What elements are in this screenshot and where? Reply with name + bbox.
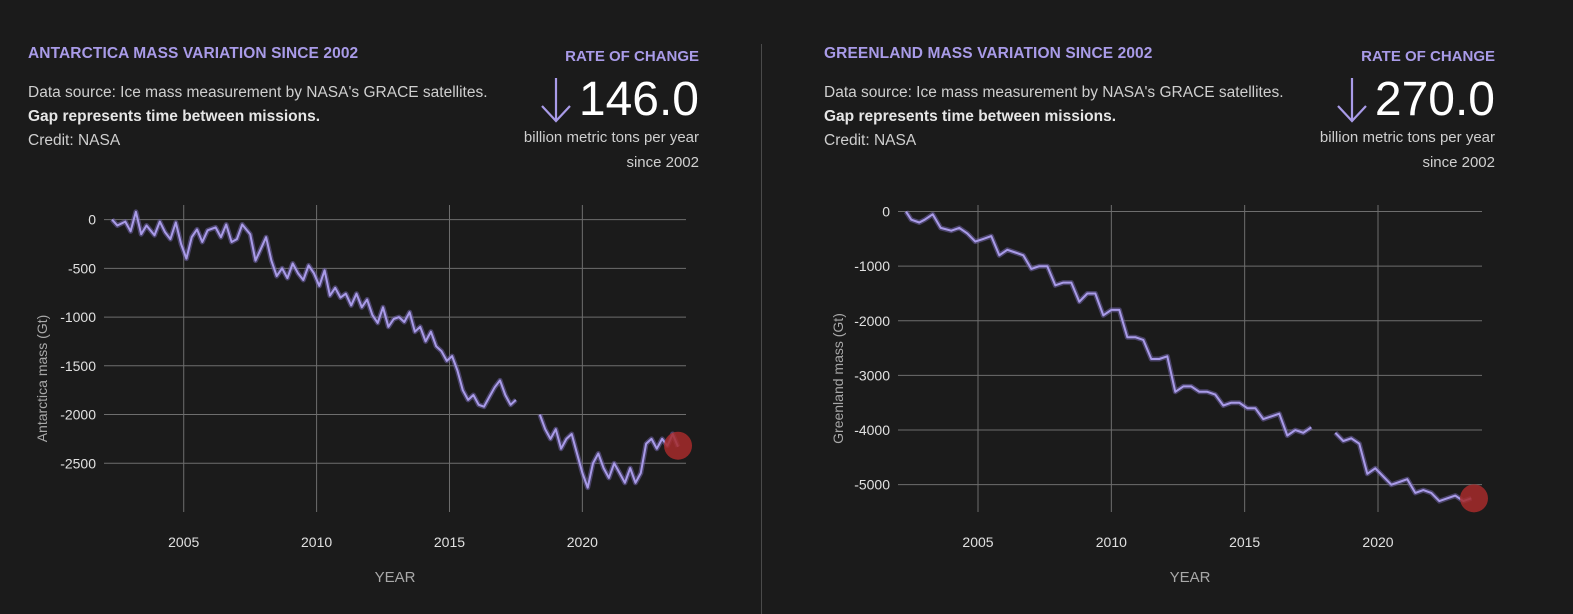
x-tick-label: 2020 xyxy=(567,534,598,550)
latest-value-marker[interactable] xyxy=(1460,484,1488,512)
greenland-panel: GREENLAND MASS VARIATION SINCE 2002 Data… xyxy=(796,0,1556,614)
uncertainty-band xyxy=(906,212,1311,436)
antarctica-panel: ANTARCTICA MASS VARIATION SINCE 2002 Dat… xyxy=(0,0,760,614)
y-tick-label: -3000 xyxy=(854,367,890,383)
x-tick-label: 2005 xyxy=(168,534,199,550)
panel-divider xyxy=(761,44,762,614)
antarctica-chart: 0 -500 -1000 -1500 -2000 -2500 2005 2010 2015 202… xyxy=(0,0,760,614)
y-axis-title: Antarctica mass (Gt) xyxy=(34,315,50,443)
y-tick-label: -2500 xyxy=(60,455,96,471)
uncertainty-band xyxy=(112,212,516,407)
y-axis-title: Greenland mass (Gt) xyxy=(830,313,846,444)
y-tick-label: -1500 xyxy=(60,358,96,374)
y-tick-label: -2000 xyxy=(854,313,890,329)
x-tick-label: 2015 xyxy=(434,534,465,550)
uncertainty-band xyxy=(1335,433,1471,501)
mass-series-line xyxy=(112,212,516,407)
y-tick-label: -1000 xyxy=(854,258,890,274)
x-tick-label: 2020 xyxy=(1362,534,1393,550)
mass-series-line xyxy=(906,212,1311,436)
latest-value-marker[interactable] xyxy=(664,432,692,460)
y-tick-label: -2000 xyxy=(60,407,96,423)
x-tick-label: 2010 xyxy=(301,534,332,550)
greenland-chart: 0 -1000 -2000 -3000 -4000 -5000 2005 2010 2015 20… xyxy=(796,0,1556,614)
y-tick-label: -1000 xyxy=(60,309,96,325)
x-axis-title: YEAR xyxy=(375,569,416,586)
x-axis-title: YEAR xyxy=(1170,569,1211,586)
y-tick-label: 0 xyxy=(882,204,890,220)
x-tick-label: 2015 xyxy=(1229,534,1260,550)
y-tick-label: -4000 xyxy=(854,422,890,438)
y-tick-label: -5000 xyxy=(854,477,890,493)
x-tick-label: 2010 xyxy=(1096,534,1127,550)
y-tick-label: -500 xyxy=(68,260,96,276)
y-tick-label: 0 xyxy=(88,212,96,228)
x-tick-label: 2005 xyxy=(962,534,993,550)
